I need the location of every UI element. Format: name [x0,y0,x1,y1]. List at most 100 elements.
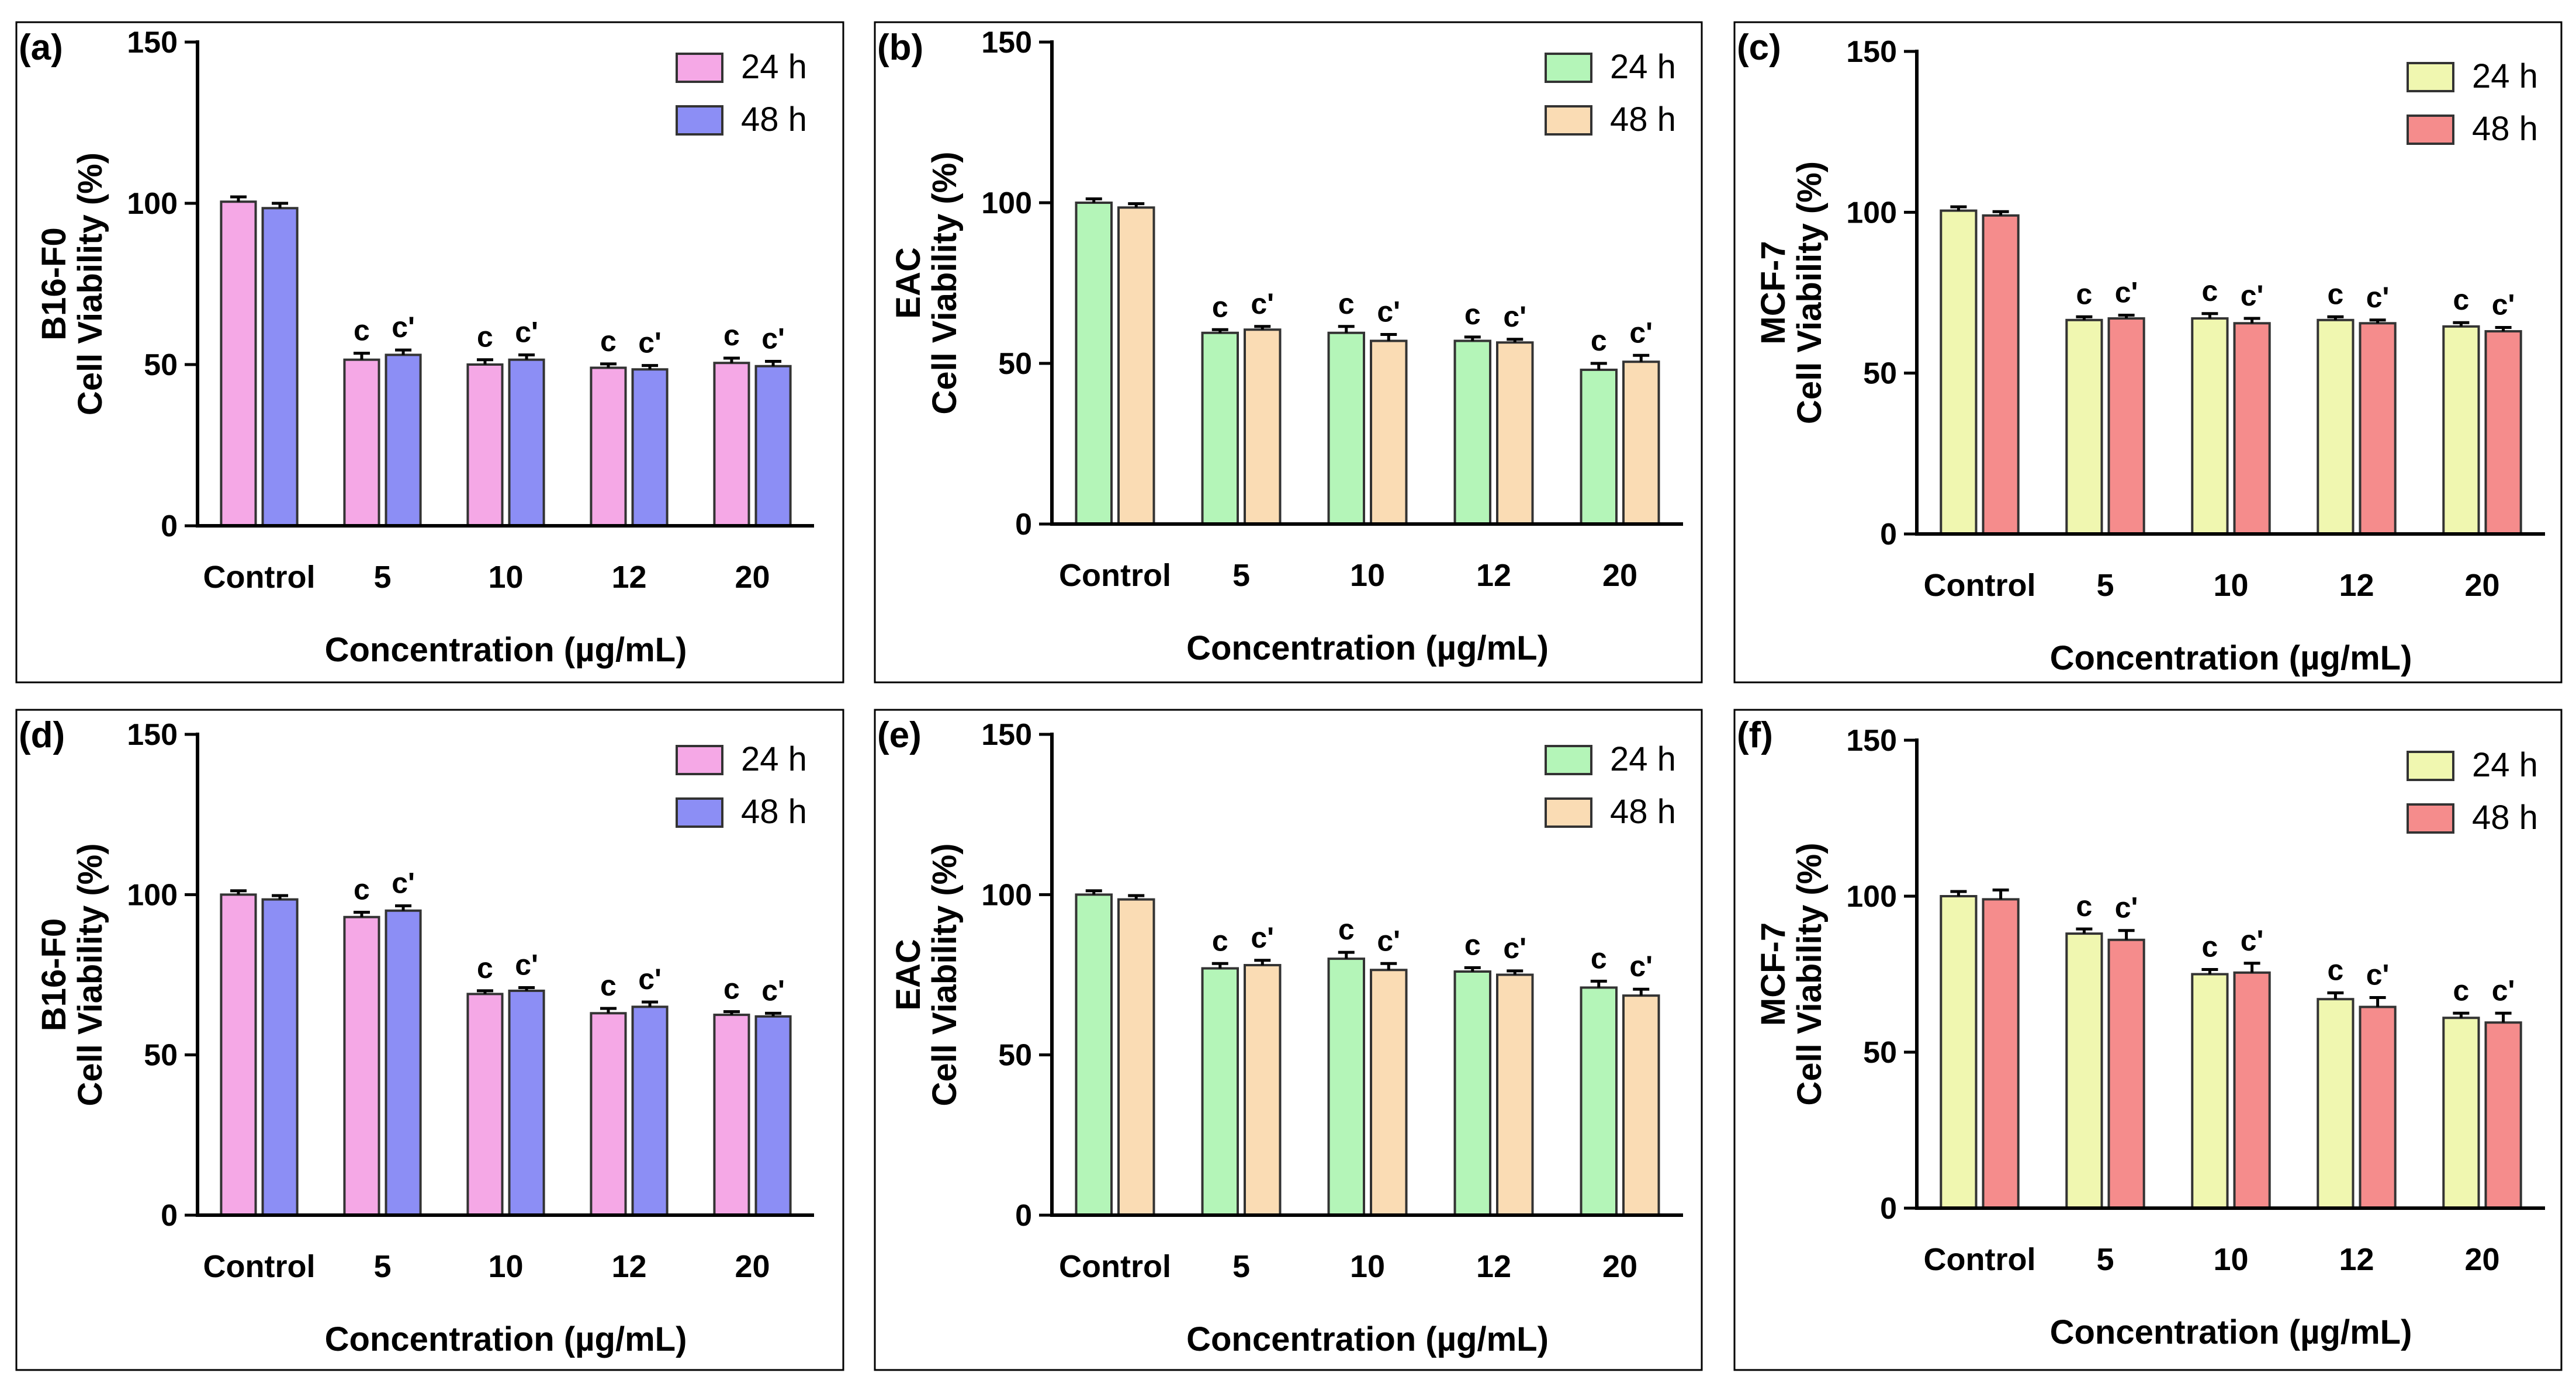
panel-label: (e) [877,715,922,755]
bar [220,200,257,527]
x-tick-label: 20 [2464,568,2499,603]
y-tick-label: 50 [1863,1036,1897,1070]
y-tick-label: 150 [981,26,1032,60]
legend-label: 24 h [1610,740,1676,778]
significance-label: c [2076,890,2092,922]
x-tick-label: 10 [1350,558,1385,593]
significance-label: c [477,321,493,353]
bar [1496,341,1534,525]
y-tick-label: 100 [127,878,178,912]
bar [508,358,545,527]
bar [1940,895,1978,1209]
x-tick-label: 5 [1232,558,1250,593]
panel-label: (c) [1737,27,1781,68]
y-tick-label: 0 [1015,508,1032,542]
bar [754,365,792,527]
y-tick-label: 0 [1880,1192,1897,1226]
bar [2191,317,2229,535]
y-axis-cell-line: EAC [889,939,927,1010]
x-tick-label: 12 [1476,558,1511,593]
bar [261,207,299,527]
bar [590,1012,627,1216]
y-tick-label: 150 [981,718,1032,752]
legend-swatch [2407,115,2454,145]
legend-label: 48 h [2472,110,2538,148]
x-tick-label: 20 [735,1249,770,1284]
y-tick-label: 50 [144,348,178,382]
bar [220,893,257,1217]
significance-label: c [2453,283,2469,316]
bar [1075,202,1113,525]
bar [631,368,669,528]
bar [1075,893,1113,1217]
bar [1117,206,1155,525]
significance-label: c' [515,948,538,981]
x-tick-label: 20 [1602,1249,1637,1284]
bar [754,1015,792,1216]
bar [1940,209,1978,535]
bar [1982,214,2020,535]
significance-label: c' [392,867,415,900]
y-tick-label: 100 [981,186,1032,220]
x-tick-label: 12 [1476,1249,1511,1284]
bar [2359,322,2397,536]
significance-label: c' [2366,281,2390,314]
legend-label: 24 h [1610,48,1676,86]
legend-swatch [1545,105,1592,136]
bar [1453,970,1492,1216]
x-tick-label: 12 [611,1249,646,1284]
bar [508,989,545,1217]
legend-swatch [1545,745,1592,775]
x-tick-label: Control [1059,558,1171,593]
significance-label: c [2453,974,2469,1007]
significance-label: c [723,973,740,1005]
bar [261,898,299,1216]
y-tick-label: 100 [1846,196,1897,230]
significance-label: c' [638,327,662,359]
bar [2442,1017,2480,1209]
legend-label: 48 h [2472,799,2538,837]
significance-label: c' [2366,959,2390,991]
y-axis-cell-line: MCF-7 [1754,241,1792,344]
significance-label: c [1212,290,1228,323]
legend-label: 24 h [741,740,807,778]
x-tick-label: 20 [2464,1242,2499,1277]
legend-label: 48 h [1610,793,1676,831]
y-axis-title: Cell Viability (%) [926,843,964,1106]
significance-label: c [1464,298,1481,331]
bar [2359,1005,2397,1209]
x-tick-label: 10 [2213,568,2248,603]
significance-label: c' [1629,950,1653,983]
bar [2107,938,2145,1209]
bar [1622,994,1660,1216]
panel-frame [1733,21,2563,684]
significance-label: c' [2492,974,2515,1007]
significance-label: c' [2115,892,2138,924]
significance-label: c' [1629,316,1653,349]
x-tick-label: 5 [373,1249,391,1284]
significance-label: c [1212,924,1228,957]
y-axis-cell-line: MCF-7 [1754,922,1792,1026]
y-axis-title: Cell Viability (%) [926,151,964,414]
panel-frame [15,21,844,684]
bar [2233,322,2271,536]
x-tick-label: 20 [1602,558,1637,593]
bar [1622,360,1660,525]
legend-swatch [2407,751,2454,781]
significance-label: c [1338,287,1355,320]
legend-label: 24 h [741,48,807,86]
x-tick-label: 20 [735,560,770,595]
bar [1244,964,1282,1217]
bar [1982,898,2020,1209]
panel-label: (f) [1737,715,1773,755]
legend-swatch [676,105,723,136]
y-axis-cell-line: B16-F0 [35,918,73,1031]
bar [1117,898,1155,1216]
legend-label: 48 h [741,100,807,138]
panel-frame [15,709,844,1371]
